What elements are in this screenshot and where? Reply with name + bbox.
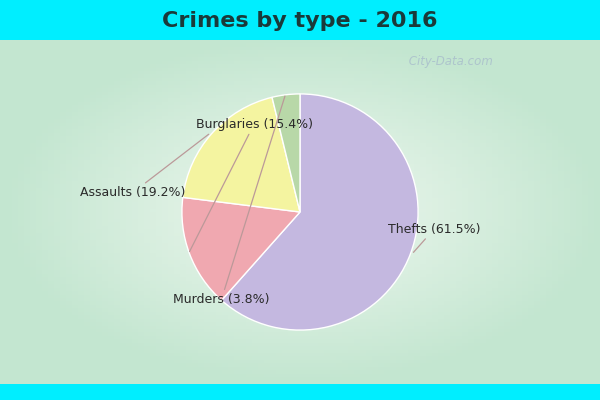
Text: City-Data.com: City-Data.com [405,54,493,68]
Text: Assaults (19.2%): Assaults (19.2%) [80,134,209,199]
Text: Thefts (61.5%): Thefts (61.5%) [388,222,481,252]
Wedge shape [182,197,300,300]
Text: Burglaries (15.4%): Burglaries (15.4%) [190,118,313,252]
Wedge shape [221,94,418,330]
Wedge shape [272,94,300,212]
Text: Crimes by type - 2016: Crimes by type - 2016 [162,11,438,31]
Wedge shape [183,97,300,212]
Text: Murders (3.8%): Murders (3.8%) [173,96,285,306]
